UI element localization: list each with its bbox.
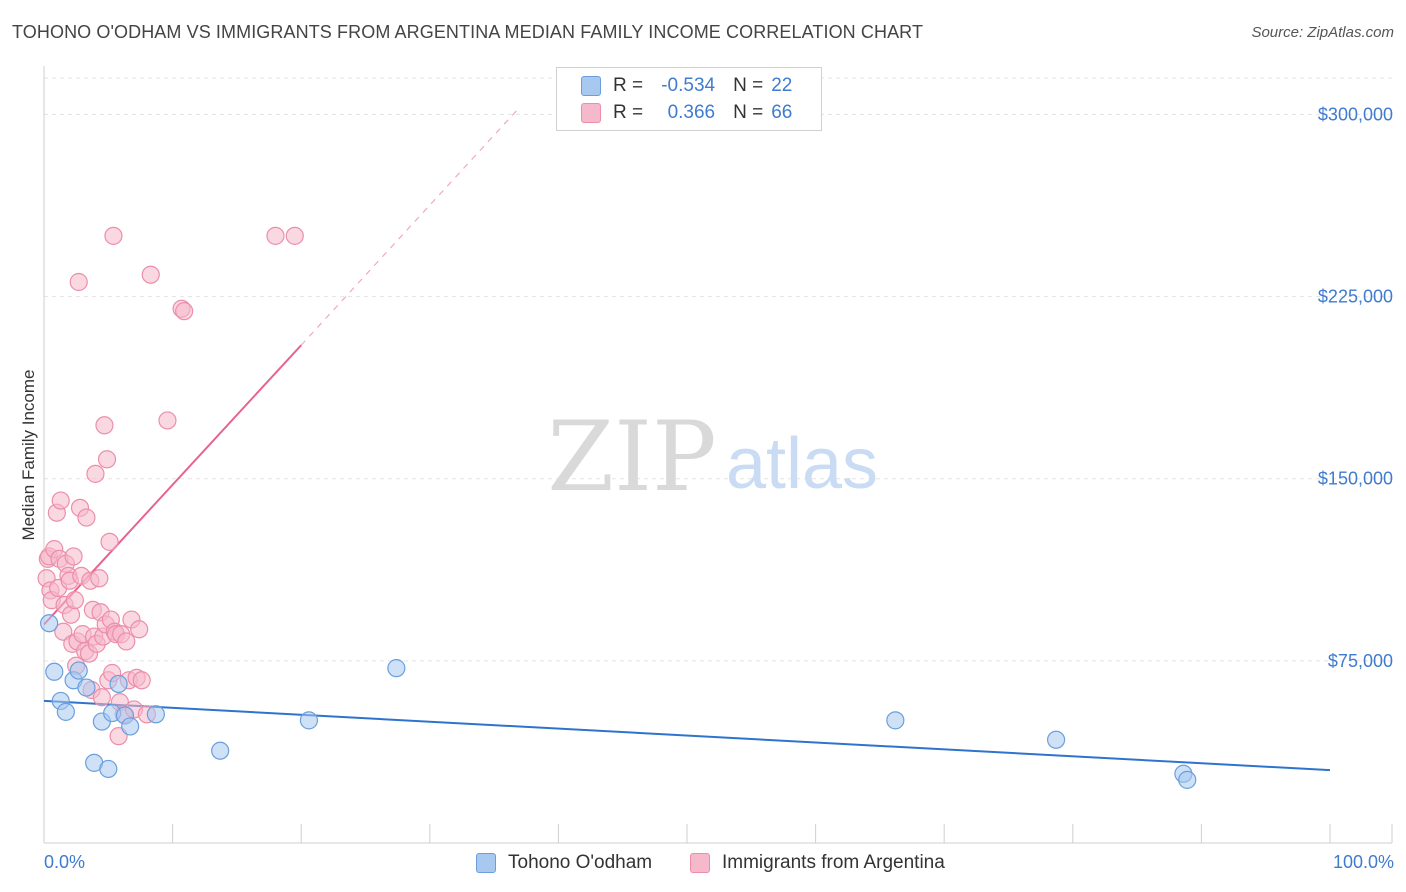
stats-n-label: N = (733, 75, 764, 96)
point-tohono (146, 705, 165, 724)
legend-label-argentina: Immigrants from Argentina (722, 852, 945, 873)
point-argentina (117, 632, 136, 651)
watermark-atlas: atlas (726, 424, 878, 504)
watermark: ZIP atlas (547, 401, 878, 513)
point-tohono (40, 614, 59, 633)
y-tick-label: $150,000 (1318, 469, 1393, 489)
chart-title: TOHONO O'ODHAM VS IMMIGRANTS FROM ARGENT… (12, 22, 924, 42)
point-argentina (132, 671, 151, 690)
point-argentina (97, 450, 117, 469)
point-tohono (1046, 730, 1066, 749)
y-tick-label: $75,000 (1328, 651, 1393, 671)
trend-line-argentina-extension (300, 106, 521, 346)
point-tohono (387, 659, 406, 678)
stats-r-label: R = (613, 102, 644, 123)
legend-item-tohono[interactable]: Tohono O'odham (476, 852, 652, 874)
point-tohono (109, 674, 128, 694)
stats-row-tohono: R = -0.534 N = 22 (581, 73, 792, 99)
stats-n-label: N = (733, 102, 764, 123)
point-argentina (65, 591, 84, 610)
data-points (37, 226, 1197, 789)
legend-swatch-argentina (690, 853, 710, 873)
point-argentina (266, 226, 285, 245)
point-tohono (886, 711, 905, 730)
legend-swatch-tohono (476, 853, 496, 873)
point-tohono (56, 702, 75, 721)
point-argentina (69, 272, 88, 292)
trend-line-tohono (43, 699, 1331, 772)
stats-legend: R = -0.534 N = 22 R = 0.366 N = 66 (556, 67, 822, 131)
grid-lines (44, 77, 1392, 662)
point-argentina (285, 226, 304, 245)
stats-n-value: 66 (771, 102, 793, 123)
stats-swatch-argentina (581, 103, 601, 123)
x-tick-label-left: 0.0% (44, 852, 86, 872)
point-tohono (77, 678, 96, 697)
stats-row-argentina: R = 0.366 N = 66 (581, 100, 792, 126)
point-argentina (95, 416, 114, 435)
point-argentina (130, 620, 149, 639)
point-tohono (121, 717, 140, 736)
point-tohono (1178, 770, 1197, 789)
point-argentina (77, 508, 96, 527)
watermark-zip: ZIP (547, 401, 716, 513)
stats-swatch-tohono (581, 76, 601, 96)
point-argentina (54, 622, 73, 641)
point-argentina (51, 491, 70, 510)
point-argentina (109, 727, 128, 746)
source-label: Source: ZipAtlas.com (1251, 24, 1394, 41)
x-tick-label-right: 100.0% (1332, 852, 1394, 872)
point-argentina (86, 464, 105, 483)
stats-r-label: R = (613, 75, 644, 96)
point-tohono (211, 741, 230, 760)
point-argentina (104, 226, 123, 245)
y-tick-labels: $75,000 $150,000 $225,000 $300,000 (1318, 104, 1393, 670)
point-argentina (100, 532, 119, 551)
point-tohono (99, 759, 118, 779)
point-argentina (141, 265, 160, 284)
point-argentina (92, 688, 111, 707)
y-axis-title: Median Family Income (19, 369, 38, 540)
legend-item-argentina[interactable]: Immigrants from Argentina (690, 852, 945, 874)
y-tick-label: $300,000 (1318, 104, 1393, 124)
point-argentina (90, 569, 109, 588)
legend-label-tohono: Tohono O'odham (508, 852, 653, 873)
stats-r-value: -0.534 (661, 75, 716, 96)
y-axis-title-group: Median Family Income (19, 369, 38, 540)
axes (43, 66, 1393, 844)
stats-r-value: 0.366 (667, 102, 716, 123)
y-tick-label: $225,000 (1318, 287, 1393, 307)
point-tohono (45, 662, 64, 681)
bottom-legend: Tohono O'odham Immigrants from Argentina (0, 850, 1406, 880)
point-tohono (69, 661, 88, 680)
point-argentina (158, 411, 177, 430)
stats-n-value: 22 (771, 75, 793, 96)
point-tohono (299, 711, 319, 730)
point-argentina (175, 302, 194, 321)
point-argentina (64, 547, 83, 566)
